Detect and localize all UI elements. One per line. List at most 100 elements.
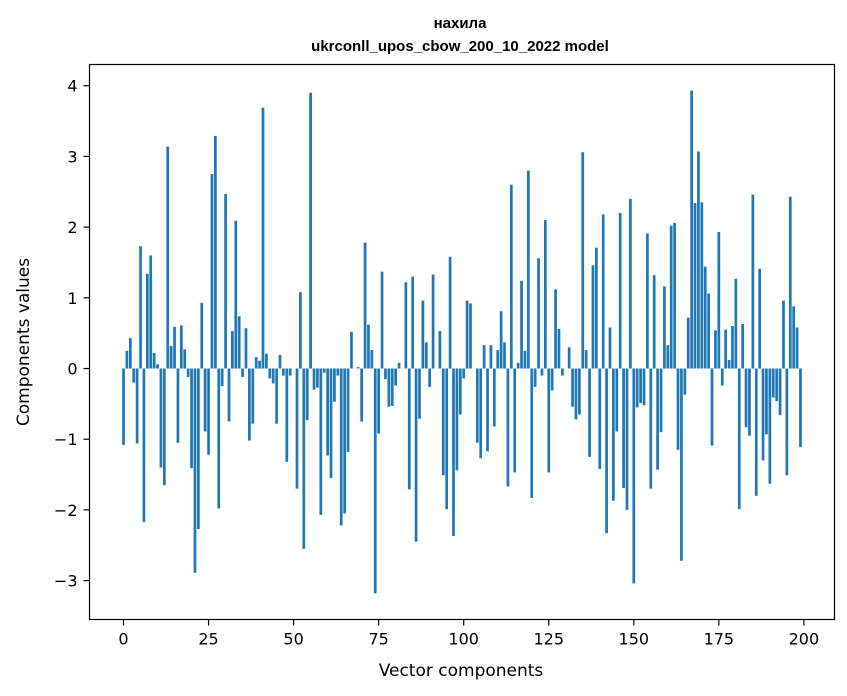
- bar-8: [149, 255, 153, 369]
- bar-141: [601, 214, 605, 369]
- bar-90: [428, 368, 432, 387]
- bar-77: [384, 368, 387, 380]
- y-tick-label: −1: [54, 430, 78, 449]
- bar-72: [367, 324, 370, 369]
- bar-51: [295, 368, 299, 489]
- bar-154: [646, 233, 649, 369]
- bar-120: [530, 368, 534, 498]
- bar-25: [207, 368, 210, 455]
- bar-58: [319, 368, 323, 515]
- bar-187: [758, 268, 762, 369]
- bar-169: [697, 151, 700, 369]
- bar-54: [305, 368, 309, 421]
- bar-78: [387, 368, 391, 407]
- bar-33: [234, 220, 238, 369]
- bar-26: [210, 174, 214, 369]
- bar-45: [275, 368, 278, 424]
- chart-title-line-2: ukrconll_upos_cbow_200_10_2022 model: [311, 38, 609, 55]
- bar-38: [251, 368, 255, 424]
- bar-166: [686, 317, 690, 369]
- bar-175: [717, 232, 721, 369]
- bar-118: [523, 350, 527, 369]
- y-tick-label: 0: [67, 360, 77, 379]
- bar-116: [516, 362, 520, 369]
- bar-157: [656, 368, 659, 470]
- bar-155: [649, 368, 653, 489]
- x-tick-label: 0: [118, 630, 128, 649]
- bar-140: [598, 368, 602, 469]
- bar-171: [703, 266, 707, 369]
- bar-34: [237, 316, 241, 369]
- bar-20: [190, 368, 193, 469]
- bar-149: [629, 198, 632, 369]
- bar-162: [673, 222, 676, 369]
- bar-97: [452, 368, 455, 537]
- bar-32: [231, 331, 234, 369]
- bar-1: [125, 350, 129, 369]
- bar-91: [431, 274, 435, 369]
- bar-198: [795, 327, 799, 369]
- bar-167: [690, 90, 693, 369]
- x-tick-label: 150: [619, 630, 650, 649]
- bar-138: [591, 265, 595, 369]
- bar-139: [595, 247, 598, 369]
- x-tick-label: 100: [448, 630, 479, 649]
- bar-124: [543, 220, 547, 369]
- bar-113: [506, 368, 510, 487]
- bar-39: [254, 357, 258, 369]
- bar-67: [350, 331, 353, 369]
- bar-144: [612, 368, 615, 501]
- bar-127: [554, 289, 557, 369]
- bar-48: [285, 368, 289, 462]
- bar-70: [360, 368, 364, 422]
- bar-173: [710, 368, 714, 446]
- bar-163: [676, 368, 680, 450]
- bar-176: [720, 368, 724, 386]
- x-tick-label: 25: [198, 630, 218, 649]
- bar-109: [492, 368, 496, 427]
- bar-17: [179, 325, 183, 369]
- bar-87: [418, 368, 421, 419]
- bar-69: [356, 367, 360, 369]
- bar-52: [299, 292, 302, 369]
- bar-125: [547, 368, 551, 473]
- bar-29: [220, 368, 224, 387]
- bar-96: [448, 256, 452, 369]
- bar-122: [537, 258, 540, 369]
- bar-183: [744, 368, 748, 428]
- bar-53: [302, 368, 306, 549]
- bar-37: [248, 368, 251, 441]
- bar-93: [438, 331, 442, 369]
- bar-170: [700, 202, 704, 369]
- bar-199: [799, 368, 802, 447]
- bar-195: [785, 368, 789, 476]
- bar-135: [581, 152, 585, 369]
- bar-4: [135, 368, 139, 444]
- bars-group: [122, 90, 802, 594]
- bar-11: [159, 368, 163, 468]
- y-tick-label: 3: [67, 147, 77, 166]
- bar-119: [526, 170, 530, 369]
- y-tick-label: −2: [54, 501, 78, 520]
- bar-111: [499, 311, 503, 369]
- x-tick-label: 175: [704, 630, 735, 649]
- bar-28: [217, 368, 221, 509]
- x-tick-label: 125: [533, 630, 564, 649]
- x-tick-label: 50: [283, 630, 303, 649]
- bar-95: [445, 368, 449, 510]
- bar-14: [169, 345, 173, 369]
- bar-117: [520, 280, 523, 369]
- bar-150: [632, 368, 636, 584]
- x-tick-label: 200: [789, 630, 820, 649]
- bar-12: [162, 368, 166, 486]
- bar-161: [669, 225, 673, 369]
- bar-188: [761, 368, 765, 461]
- bar-151: [635, 368, 639, 408]
- bar-143: [608, 327, 612, 369]
- y-tick-label: −3: [54, 572, 78, 591]
- bar-40: [258, 360, 261, 369]
- bar-137: [588, 368, 591, 457]
- bar-129: [560, 368, 564, 376]
- bar-16: [176, 368, 180, 443]
